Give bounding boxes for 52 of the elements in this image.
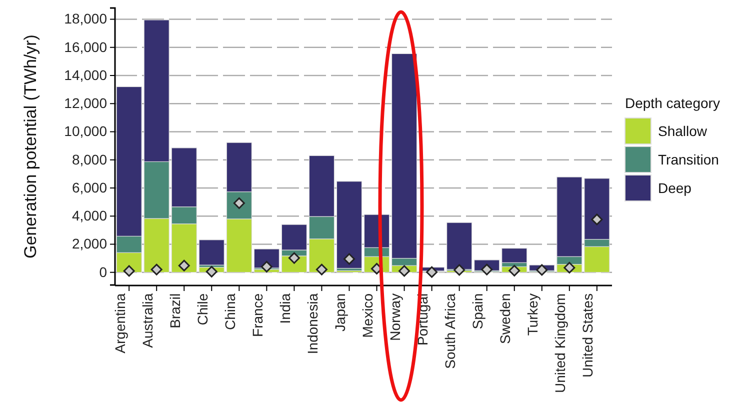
point: [206, 266, 218, 278]
x-tick-label: United Kingdom: [552, 293, 568, 394]
x-tick-label: United States: [580, 293, 596, 378]
bar: [198, 240, 224, 266]
y-axis-title: Generation potential (TWh/yr): [21, 34, 40, 258]
point: [536, 264, 548, 276]
y-tick-label: 6,000: [72, 179, 108, 196]
point: [123, 265, 135, 277]
x-tick-label: Brazil: [166, 293, 183, 328]
point: [178, 260, 190, 272]
y-tick-label: 14,000: [64, 66, 108, 83]
bar: [446, 222, 472, 270]
y-tick-label: 2,000: [72, 236, 108, 252]
point: [343, 253, 355, 265]
legend-title: Depth category: [625, 95, 720, 111]
point: [150, 264, 162, 276]
y-tick-label: 10,000: [64, 123, 108, 140]
point: [564, 262, 576, 274]
y-tick-label: 4,000: [72, 208, 108, 224]
x-tick-label: South Africa: [442, 293, 458, 369]
x-tick-label: Spain: [470, 293, 486, 330]
legend-label: Deep: [658, 180, 692, 196]
point: [260, 260, 272, 272]
bar: [502, 248, 528, 263]
y-tick-label: 16,000: [64, 38, 108, 55]
x-tick-label: Japan: [332, 293, 348, 332]
bar: [336, 181, 362, 269]
x-tick-label: Norway: [387, 293, 404, 341]
y-tick-label: 8,000: [72, 151, 108, 168]
y-tick-label: 0: [99, 264, 108, 280]
x-tick-label: China: [222, 293, 238, 330]
x-tick-label: Sweden: [497, 293, 514, 344]
x-tick-label: Chile: [194, 293, 210, 326]
point: [316, 264, 328, 276]
y-tick-label: 18,000: [64, 10, 108, 27]
legend-label: Transition: [658, 152, 719, 168]
x-tick-label: France: [249, 293, 266, 337]
x-tick-label: Indonesia: [304, 293, 321, 354]
point: [398, 265, 410, 277]
x-tick-label: Mexico: [360, 293, 376, 338]
point: [288, 252, 300, 264]
point: [591, 214, 603, 226]
x-tick-label: Turkey: [524, 293, 541, 336]
x-tick-label: India: [277, 293, 293, 324]
point: [454, 264, 466, 276]
point: [426, 266, 438, 278]
point: [508, 264, 520, 276]
y-tick-label: 12,000: [64, 95, 108, 112]
x-tick-label: Argentina: [112, 293, 128, 354]
x-tick-label: Australia: [139, 293, 156, 348]
point: [481, 264, 493, 276]
legend-label: Shallow: [658, 123, 708, 139]
